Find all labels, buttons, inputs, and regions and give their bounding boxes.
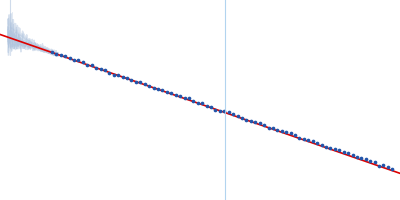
Point [252, 121, 258, 124]
Point [88, 64, 95, 67]
Point [212, 108, 219, 111]
Point [204, 104, 210, 108]
Point [372, 160, 378, 163]
Point [283, 131, 290, 134]
Point [270, 126, 276, 129]
Point [376, 164, 382, 168]
Point [106, 72, 112, 75]
Point [385, 166, 391, 169]
Point [239, 116, 245, 119]
Point [97, 68, 104, 71]
Point [314, 142, 320, 145]
Point [318, 143, 325, 146]
Point [66, 57, 73, 60]
Point [172, 93, 179, 97]
Point [181, 96, 188, 100]
Point [93, 66, 99, 69]
Point [190, 99, 196, 102]
Point [164, 91, 170, 94]
Point [243, 118, 250, 121]
Point [292, 133, 298, 137]
Point [310, 139, 316, 143]
Point [186, 96, 192, 100]
Point [142, 83, 148, 86]
Point [53, 52, 60, 55]
Point [234, 114, 241, 118]
Point [133, 80, 139, 84]
Point [62, 54, 68, 57]
Point [208, 105, 214, 108]
Point [248, 119, 254, 122]
Point [75, 59, 82, 62]
Point [301, 137, 307, 140]
Point [274, 128, 280, 131]
Point [120, 76, 126, 79]
Point [199, 102, 206, 105]
Point [358, 156, 364, 160]
Point [195, 101, 201, 105]
Point [217, 109, 223, 112]
Point [349, 153, 356, 157]
Point [84, 63, 90, 66]
Point [261, 123, 267, 126]
Point [102, 69, 108, 72]
Point [288, 132, 294, 135]
Point [380, 164, 387, 167]
Point [155, 87, 161, 91]
Point [345, 151, 351, 155]
Point [265, 126, 272, 129]
Point [340, 151, 347, 154]
Point [115, 74, 122, 77]
Point [389, 167, 396, 171]
Point [71, 58, 77, 62]
Point [137, 80, 144, 83]
Point [80, 61, 86, 64]
Point [323, 145, 329, 148]
Point [49, 50, 55, 53]
Point [168, 91, 174, 94]
Point [362, 157, 369, 160]
Point [332, 147, 338, 150]
Point [221, 110, 228, 113]
Point [146, 84, 152, 87]
Point [230, 113, 236, 116]
Point [128, 79, 135, 82]
Point [354, 156, 360, 159]
Point [177, 95, 183, 98]
Point [296, 136, 303, 139]
Point [58, 53, 64, 56]
Point [336, 148, 342, 151]
Point [124, 76, 130, 79]
Point [305, 138, 312, 141]
Point [327, 147, 334, 150]
Point [367, 160, 374, 163]
Point [111, 73, 117, 76]
Point [278, 130, 285, 133]
Point [256, 121, 263, 124]
Point [226, 111, 232, 114]
Point [159, 88, 166, 92]
Point [150, 86, 157, 90]
